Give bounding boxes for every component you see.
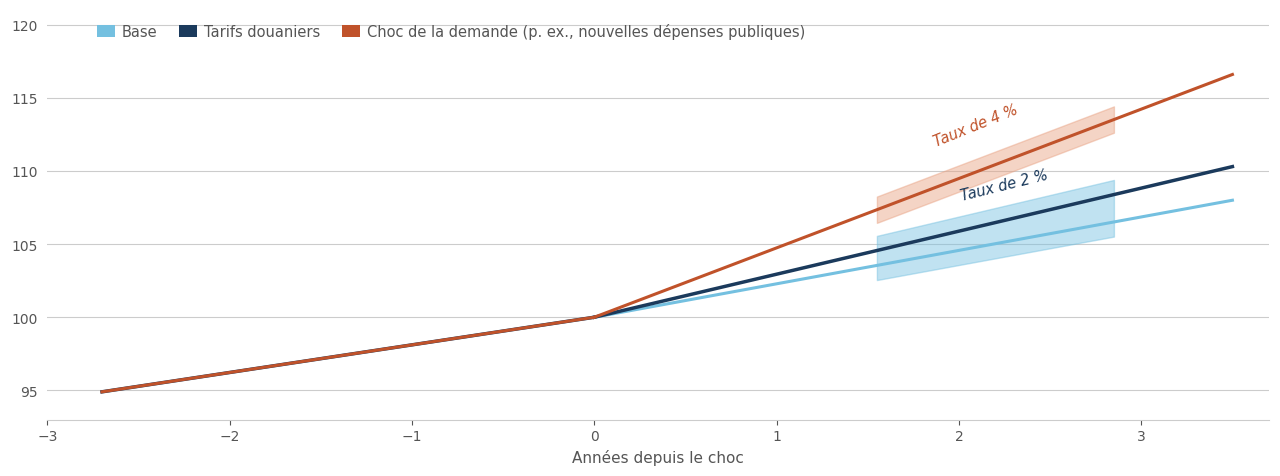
- X-axis label: Années depuis le choc: Années depuis le choc: [572, 449, 744, 465]
- Text: Taux de 2 %: Taux de 2 %: [959, 168, 1050, 204]
- Legend: Base, Tarifs douaniers, Choc de la demande (p. ex., nouvelles dépenses publiques: Base, Tarifs douaniers, Choc de la deman…: [91, 19, 812, 46]
- Text: Taux de 4 %: Taux de 4 %: [932, 102, 1020, 150]
